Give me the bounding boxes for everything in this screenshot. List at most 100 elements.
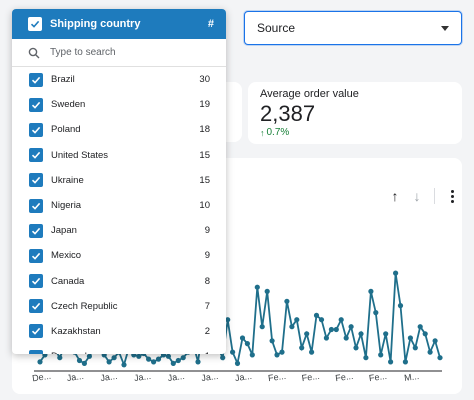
data-point[interactable] bbox=[165, 353, 171, 359]
list-item[interactable]: Sweden 19 bbox=[12, 92, 226, 117]
country-name: Kazakhstan bbox=[51, 325, 101, 337]
data-point[interactable] bbox=[264, 288, 270, 294]
data-point[interactable] bbox=[155, 356, 162, 362]
data-point[interactable] bbox=[412, 345, 418, 351]
list-item[interactable]: Czech Republic 7 bbox=[12, 294, 226, 319]
data-point[interactable] bbox=[338, 317, 344, 323]
checkbox[interactable] bbox=[29, 248, 43, 263]
data-point[interactable] bbox=[437, 355, 443, 361]
stat-change-value: 0.7% bbox=[266, 127, 290, 138]
list-item[interactable]: Nigeria 10 bbox=[12, 193, 226, 218]
list-item[interactable]: Kazakhstan 2 bbox=[12, 319, 226, 344]
data-point[interactable] bbox=[269, 338, 275, 344]
data-point[interactable] bbox=[333, 326, 339, 333]
data-point[interactable] bbox=[37, 359, 43, 365]
data-point[interactable] bbox=[284, 298, 290, 304]
data-point[interactable] bbox=[151, 359, 157, 365]
data-point[interactable] bbox=[397, 303, 404, 309]
list-item[interactable]: Ukraine 15 bbox=[12, 168, 226, 193]
data-point[interactable] bbox=[86, 353, 92, 359]
list-item[interactable]: Denmark1 bbox=[12, 344, 226, 354]
x-tick-label: Ja... bbox=[133, 371, 151, 383]
sort-descending-icon[interactable]: ↓ bbox=[413, 188, 421, 204]
data-point[interactable] bbox=[170, 360, 176, 366]
data-point[interactable] bbox=[348, 324, 354, 330]
data-point[interactable] bbox=[239, 335, 246, 341]
data-point[interactable] bbox=[422, 331, 428, 337]
data-point[interactable] bbox=[393, 270, 399, 276]
data-point[interactable] bbox=[274, 352, 280, 358]
data-point[interactable] bbox=[249, 352, 255, 358]
data-point[interactable] bbox=[363, 355, 369, 361]
stat-label: Average order value bbox=[260, 88, 359, 100]
source-dropdown[interactable]: Source bbox=[244, 11, 462, 45]
checkbox[interactable] bbox=[29, 122, 43, 137]
checkbox[interactable] bbox=[29, 349, 43, 354]
data-point[interactable] bbox=[244, 341, 250, 347]
data-point[interactable] bbox=[299, 345, 305, 351]
search-input[interactable] bbox=[48, 46, 208, 59]
list-item[interactable]: Japan 9 bbox=[12, 218, 226, 243]
list-item[interactable]: Canada 8 bbox=[12, 269, 226, 294]
data-point[interactable] bbox=[175, 357, 181, 364]
data-point[interactable] bbox=[195, 359, 201, 365]
data-point[interactable] bbox=[383, 331, 389, 337]
data-point[interactable] bbox=[304, 331, 310, 337]
data-point[interactable] bbox=[254, 284, 260, 290]
data-point[interactable] bbox=[294, 317, 300, 323]
list-item[interactable]: United States 15 bbox=[12, 143, 226, 168]
data-point[interactable] bbox=[373, 310, 379, 316]
data-point[interactable] bbox=[378, 352, 384, 358]
checkbox[interactable] bbox=[29, 223, 43, 238]
data-point[interactable] bbox=[402, 359, 408, 365]
data-point[interactable] bbox=[230, 349, 236, 355]
data-point[interactable] bbox=[289, 324, 295, 330]
data-point[interactable] bbox=[180, 355, 186, 361]
data-point[interactable] bbox=[309, 349, 315, 355]
data-point[interactable] bbox=[417, 324, 423, 330]
data-point[interactable] bbox=[432, 338, 438, 344]
checkbox[interactable] bbox=[29, 72, 43, 87]
data-point[interactable] bbox=[323, 335, 329, 341]
filter-header-title[interactable]: Shipping country bbox=[50, 18, 141, 30]
data-point[interactable] bbox=[220, 355, 226, 361]
select-all-checkbox[interactable] bbox=[28, 17, 42, 31]
country-name: Nigeria bbox=[51, 200, 82, 212]
checkbox[interactable] bbox=[29, 148, 43, 163]
data-point[interactable] bbox=[358, 331, 364, 337]
data-point[interactable] bbox=[121, 362, 127, 368]
checkbox[interactable] bbox=[29, 173, 43, 188]
data-point[interactable] bbox=[388, 359, 394, 365]
data-point[interactable] bbox=[368, 288, 374, 294]
data-point[interactable] bbox=[259, 324, 265, 330]
data-point[interactable] bbox=[106, 359, 112, 365]
list-item[interactable]: Mexico 9 bbox=[12, 243, 226, 268]
country-count: 9 bbox=[204, 225, 210, 237]
count-column-header[interactable]: # bbox=[207, 18, 214, 30]
data-point[interactable] bbox=[318, 317, 325, 323]
data-point[interactable] bbox=[313, 312, 320, 318]
data-point[interactable] bbox=[343, 335, 349, 341]
more-options-icon[interactable] bbox=[445, 189, 459, 203]
data-point[interactable] bbox=[57, 355, 63, 361]
data-point[interactable] bbox=[225, 317, 231, 323]
checkbox[interactable] bbox=[29, 299, 43, 314]
data-point[interactable] bbox=[81, 360, 87, 366]
list-item[interactable]: Brazil 30 bbox=[12, 67, 226, 92]
data-point[interactable] bbox=[136, 353, 142, 359]
checkbox[interactable] bbox=[29, 324, 43, 339]
checkbox[interactable] bbox=[29, 97, 43, 112]
data-point[interactable] bbox=[146, 356, 152, 362]
data-point[interactable] bbox=[407, 335, 413, 341]
data-point[interactable] bbox=[76, 357, 83, 364]
data-point[interactable] bbox=[111, 355, 117, 361]
data-point[interactable] bbox=[279, 349, 285, 355]
data-point[interactable] bbox=[328, 326, 334, 333]
data-point[interactable] bbox=[353, 345, 359, 351]
data-point[interactable] bbox=[427, 349, 433, 355]
sort-ascending-icon[interactable]: ↑ bbox=[391, 188, 399, 204]
list-item[interactable]: Poland 18 bbox=[12, 117, 226, 142]
data-point[interactable] bbox=[234, 360, 241, 366]
checkbox[interactable] bbox=[29, 198, 43, 213]
checkbox[interactable] bbox=[29, 274, 43, 289]
